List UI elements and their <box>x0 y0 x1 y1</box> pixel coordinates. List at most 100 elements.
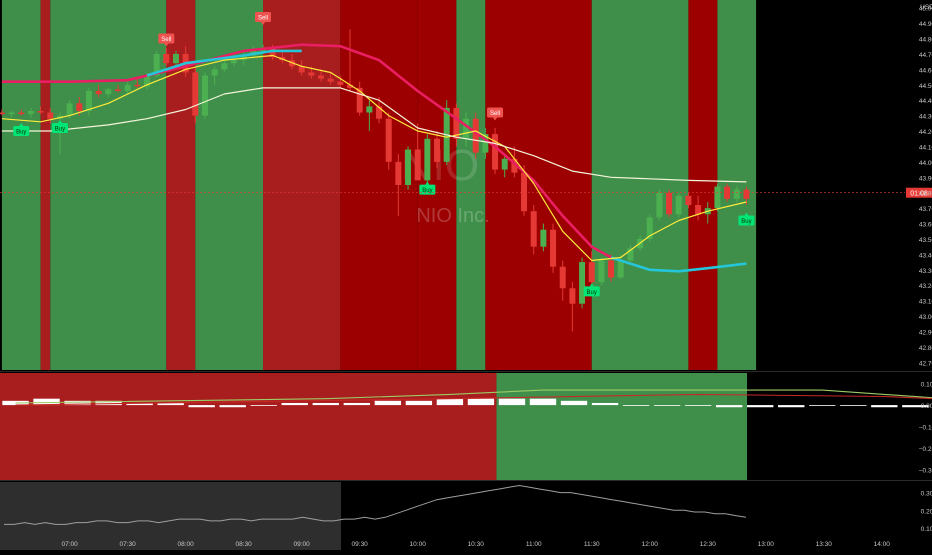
macd-histogram-bar <box>468 399 494 405</box>
macd-histogram-bar <box>840 405 866 406</box>
price-tick-label: 44.30 <box>919 114 932 121</box>
price-zone <box>2 0 41 370</box>
candle-body <box>531 211 537 246</box>
time-tick-label: 09:00 <box>294 541 311 548</box>
candle-body <box>743 190 749 199</box>
candle-body <box>115 89 121 91</box>
price-zone <box>717 0 756 370</box>
buy-signal-text: Buy <box>16 130 26 136</box>
candle-body <box>598 261 604 283</box>
price-tick-label: 43.00 <box>919 314 932 321</box>
time-tick-label: 10:30 <box>468 541 485 548</box>
candle-body <box>395 162 401 185</box>
candle-body <box>105 89 111 94</box>
candle-body <box>86 91 92 111</box>
buy-signal-text: Buy <box>55 126 65 132</box>
candle-body <box>76 103 82 111</box>
candle-body <box>714 187 720 209</box>
candle-body <box>47 113 53 119</box>
time-tick-label: 07:00 <box>61 541 78 548</box>
price-tick-label: 43.30 <box>919 268 932 275</box>
candle-body <box>9 113 15 115</box>
candle-body <box>0 113 5 115</box>
candle-body <box>550 230 556 267</box>
time-tick-label: 13:00 <box>758 541 775 548</box>
candle-body <box>96 91 102 94</box>
price-tick-label: 44.20 <box>919 129 932 136</box>
macd-histogram-bar <box>406 401 432 405</box>
osc-shade <box>0 482 341 550</box>
time-tick-label: 14:00 <box>874 541 891 548</box>
sell-signal-text: Sell <box>258 15 268 21</box>
macd-histogram-bar <box>188 405 214 407</box>
macd-histogram-bar <box>592 403 618 405</box>
macd-zone <box>0 373 496 480</box>
candle-body <box>192 72 198 115</box>
candle-body <box>221 63 227 69</box>
macd-panel[interactable] <box>0 373 932 480</box>
price-tick-label: 44.80 <box>919 37 932 44</box>
candle-body <box>685 196 691 205</box>
candle-body <box>618 261 624 278</box>
candle-body <box>376 106 382 118</box>
price-tick-label: 44.60 <box>919 67 932 74</box>
oscillator-panel[interactable] <box>0 482 746 550</box>
macd-zone <box>496 373 747 480</box>
macd-histogram-bar <box>220 405 246 407</box>
candle-body <box>734 190 740 199</box>
candle-body <box>434 139 440 162</box>
macd-histogram-bar <box>375 401 401 405</box>
time-tick-label: 11:30 <box>584 541 600 548</box>
candle-body <box>492 134 498 169</box>
price-tick-label: 43.60 <box>919 222 932 229</box>
price-tick-label: 42.70 <box>919 360 932 367</box>
macd-histogram-bar <box>251 405 277 406</box>
price-tick-label: 43.90 <box>919 175 932 182</box>
candle-body <box>212 69 218 75</box>
macd-histogram-bar <box>871 405 897 407</box>
candle-body <box>173 54 179 63</box>
macd-histogram-bar <box>778 405 804 407</box>
time-tick-label: 12:00 <box>642 541 659 548</box>
candle-body <box>308 72 314 75</box>
time-tick-label: 13:30 <box>816 541 833 548</box>
candle-body <box>608 261 614 278</box>
macd-tick-label: −0.20 <box>919 446 932 453</box>
candle-body <box>134 85 140 87</box>
price-zone <box>41 0 51 370</box>
macd-histogram-bar <box>716 405 742 407</box>
macd-histogram-bar <box>313 403 339 405</box>
time-tick-label: 12:30 <box>700 541 717 548</box>
price-zone <box>688 0 717 370</box>
price-tick-label: 44.40 <box>919 98 932 105</box>
price-tick-label: 44.50 <box>919 83 932 90</box>
candle-body <box>656 193 662 218</box>
time-tick-label: 08:30 <box>236 541 253 548</box>
candle-body <box>366 106 372 112</box>
osc-tick-label: 0.20 <box>921 508 932 515</box>
price-zone <box>592 0 689 370</box>
price-tick-label: 44.00 <box>919 160 932 167</box>
macd-histogram-bar <box>809 405 835 406</box>
macd-histogram-bar <box>282 403 308 405</box>
price-tick-label: 43.20 <box>919 283 932 290</box>
candle-body <box>202 76 208 116</box>
candle-body <box>415 150 421 181</box>
time-tick-label: 11:00 <box>526 541 542 548</box>
price-tick-label: 44.70 <box>919 52 932 59</box>
price-tick-label: 44.10 <box>919 144 932 151</box>
candle-body <box>540 230 546 247</box>
time-tick-label: 08:00 <box>178 541 195 548</box>
osc-tick-label: 0.30 <box>921 491 932 498</box>
time-tick-label: 09:30 <box>352 541 369 548</box>
candle-body <box>405 150 411 185</box>
buy-signal-text: Buy <box>741 219 751 225</box>
watermark-name: NIO Inc. <box>416 205 489 227</box>
sell-signal-text: Sell <box>490 111 500 117</box>
price-tick-label: 44.90 <box>919 21 932 28</box>
macd-tick-label: 0.10 <box>921 382 932 389</box>
time-tick-label: 10:00 <box>410 541 427 548</box>
